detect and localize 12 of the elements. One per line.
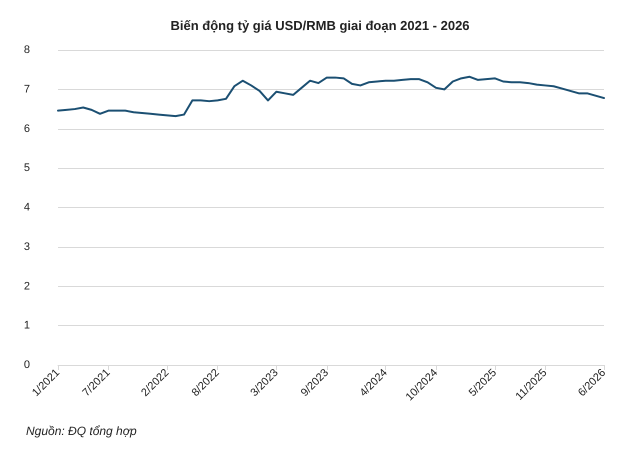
y-tick-label: 8 — [24, 44, 30, 56]
y-tick-label: 6 — [24, 122, 30, 135]
line-series — [57, 76, 605, 118]
y-tick-label: 1 — [24, 320, 30, 332]
y-tick-label: 4 — [24, 202, 30, 214]
y-tick-label: 3 — [24, 240, 30, 253]
y-tick-label: 2 — [24, 280, 30, 292]
y-tick-label: 0 — [24, 359, 30, 371]
y-tick-label: 5 — [24, 162, 30, 174]
chart-title: Biến động tỷ giá USD/RMB giai đoạn 2021 - 2026 — [170, 18, 470, 33]
y-tick-label: 7 — [24, 83, 30, 96]
text: Nguồn: ĐQ tổng hợp — [26, 424, 137, 438]
